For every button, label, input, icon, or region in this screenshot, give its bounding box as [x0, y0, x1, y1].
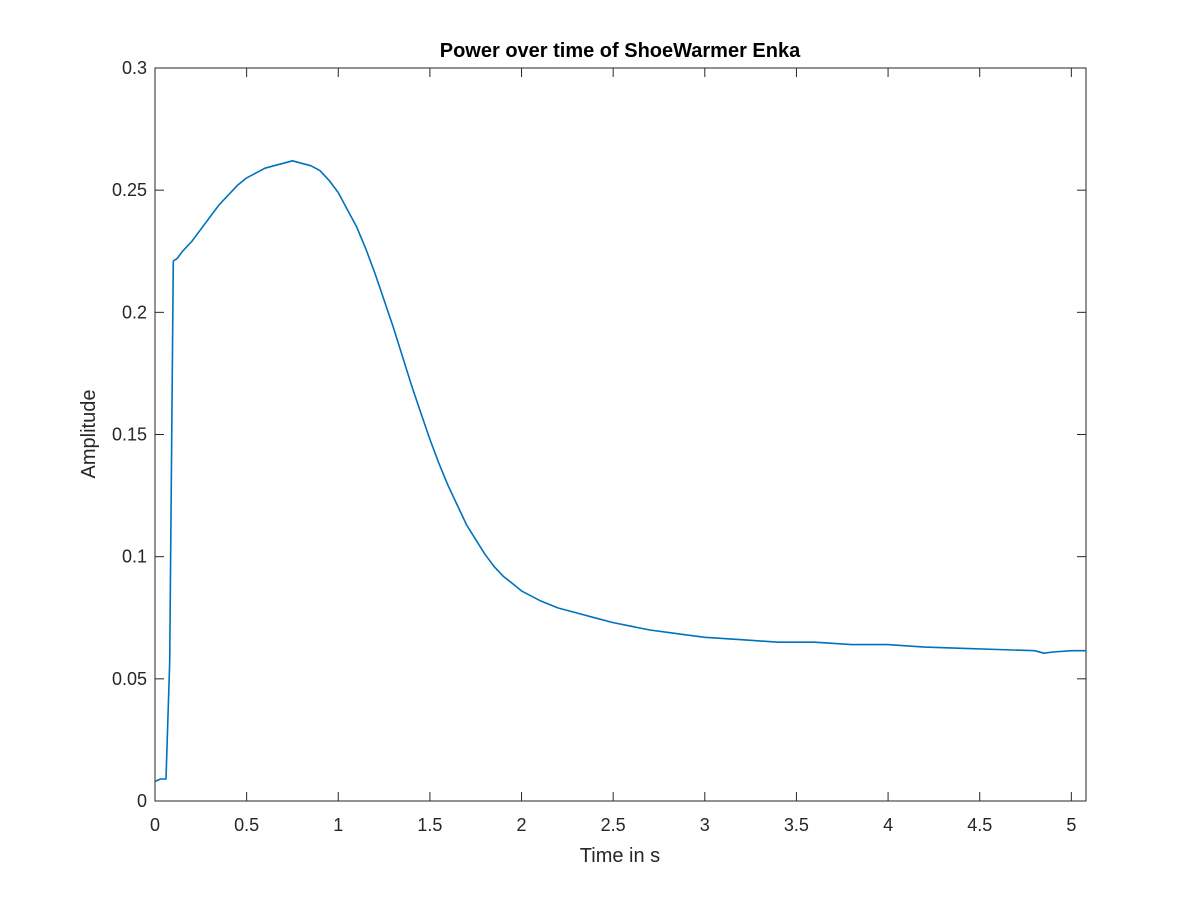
- x-tick-label: 5: [1066, 815, 1076, 835]
- x-tick-label: 3.5: [784, 815, 809, 835]
- y-tick-label: 0.1: [122, 547, 147, 567]
- y-tick-label: 0.2: [122, 302, 147, 322]
- x-tick-label: 0.5: [234, 815, 259, 835]
- x-tick-label: 1.5: [417, 815, 442, 835]
- y-tick-label: 0.25: [112, 180, 147, 200]
- x-tick-label: 2: [517, 815, 527, 835]
- plot-area: [155, 68, 1086, 801]
- y-axis-label: Amplitude: [78, 390, 100, 479]
- x-tick-label: 0: [150, 815, 160, 835]
- x-tick-label: 1: [333, 815, 343, 835]
- chart-title: Power over time of ShoeWarmer Enka: [440, 40, 801, 62]
- y-tick-label: 0.15: [112, 425, 147, 445]
- y-tick-label: 0.3: [122, 58, 147, 78]
- x-axis-label: Time in s: [580, 845, 660, 867]
- x-tick-label: 4.5: [967, 815, 992, 835]
- y-tick-label: 0: [137, 791, 147, 811]
- x-tick-label: 4: [883, 815, 893, 835]
- y-tick-label: 0.05: [112, 669, 147, 689]
- x-tick-label: 2.5: [601, 815, 626, 835]
- x-tick-label: 3: [700, 815, 710, 835]
